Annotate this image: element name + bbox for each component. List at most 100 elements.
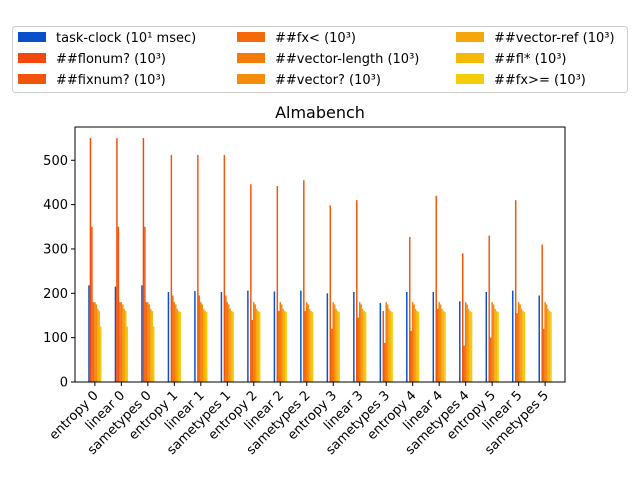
bar: [170, 154, 173, 382]
chart-title: Almabench: [275, 103, 365, 122]
legend-swatch: [18, 32, 46, 42]
bar: [254, 304, 256, 382]
bar: [145, 302, 148, 382]
bar: [488, 235, 490, 382]
bar: [542, 328, 545, 382]
bar: [147, 302, 149, 382]
bar: [91, 226, 93, 382]
bar: [441, 308, 443, 382]
bar: [122, 304, 124, 382]
bar: [410, 331, 412, 382]
bar: [357, 317, 359, 382]
bar: [198, 295, 201, 382]
bar: [491, 302, 493, 382]
bar: [150, 308, 152, 382]
bar: [230, 311, 233, 382]
legend-entry: ##fl* (10³): [494, 52, 567, 67]
bar: [464, 302, 467, 382]
legend-swatch: [456, 32, 484, 42]
bar: [258, 311, 261, 382]
legend-entry: ##fixnum? (10³): [56, 73, 166, 88]
bar: [175, 304, 177, 382]
bar: [516, 313, 518, 382]
bar: [417, 311, 420, 382]
bar: [100, 326, 102, 382]
bar: [335, 308, 337, 382]
bar: [201, 304, 204, 382]
bar: [89, 138, 92, 382]
bar: [541, 244, 543, 382]
bar: [333, 304, 336, 382]
legend-entry: ##fx< (10³): [275, 31, 356, 46]
bar: [384, 342, 386, 382]
bar: [310, 311, 312, 382]
bar: [226, 302, 229, 382]
bar: [255, 308, 258, 382]
bar: [119, 302, 121, 382]
bar: [514, 200, 517, 382]
bar: [250, 184, 252, 382]
bar: [173, 302, 176, 382]
bar: [278, 311, 280, 382]
bar: [391, 311, 393, 382]
legend-entry: ##fx>= (10³): [494, 73, 586, 88]
bar: [95, 304, 98, 382]
bar: [442, 311, 445, 382]
legend-swatch: [237, 53, 265, 63]
bar: [285, 311, 287, 382]
bar: [308, 308, 311, 382]
bar: [432, 291, 435, 382]
legend-entry: ##vector-length (10³): [275, 52, 419, 67]
bar: [495, 311, 498, 382]
bar: [148, 304, 151, 382]
bar: [116, 138, 118, 382]
legend-entry: ##vector-ref (10³): [494, 31, 615, 46]
bar: [125, 311, 127, 382]
bar: [470, 311, 473, 382]
bar: [97, 308, 99, 382]
y-tick-label: 400: [43, 198, 68, 213]
bar: [142, 138, 145, 382]
bar: [388, 308, 390, 382]
bar: [409, 236, 411, 382]
bar: [462, 253, 464, 382]
bar: [176, 308, 178, 382]
bar: [439, 304, 442, 382]
bar: [336, 311, 339, 382]
bar: [544, 302, 546, 382]
bar: [126, 326, 128, 382]
bar: [200, 302, 202, 382]
bar: [538, 295, 540, 382]
bar: [204, 311, 206, 382]
bar: [466, 304, 468, 382]
bar: [353, 291, 355, 382]
bar: [303, 180, 305, 382]
bar: [406, 291, 408, 382]
bars: [88, 138, 552, 382]
legend-swatch: [237, 74, 265, 84]
bar: [329, 205, 332, 382]
legend-swatch: [456, 74, 484, 84]
bar: [364, 311, 367, 382]
bar: [117, 226, 120, 382]
bar: [203, 308, 205, 382]
bar: [194, 291, 196, 382]
bar: [205, 311, 208, 382]
bar: [283, 311, 286, 382]
bar: [550, 311, 552, 382]
bar: [311, 311, 314, 382]
bar: [114, 286, 117, 382]
bar: [179, 311, 181, 382]
bar: [485, 291, 488, 382]
y-tick-label: 100: [43, 331, 68, 346]
bar: [386, 304, 389, 382]
bar: [358, 302, 361, 382]
bar: [88, 285, 90, 382]
bar: [273, 291, 276, 382]
bar: [253, 302, 255, 382]
bar: [332, 302, 334, 382]
bar: [326, 293, 329, 382]
plot-frame: [74, 126, 566, 383]
bar: [225, 295, 227, 382]
